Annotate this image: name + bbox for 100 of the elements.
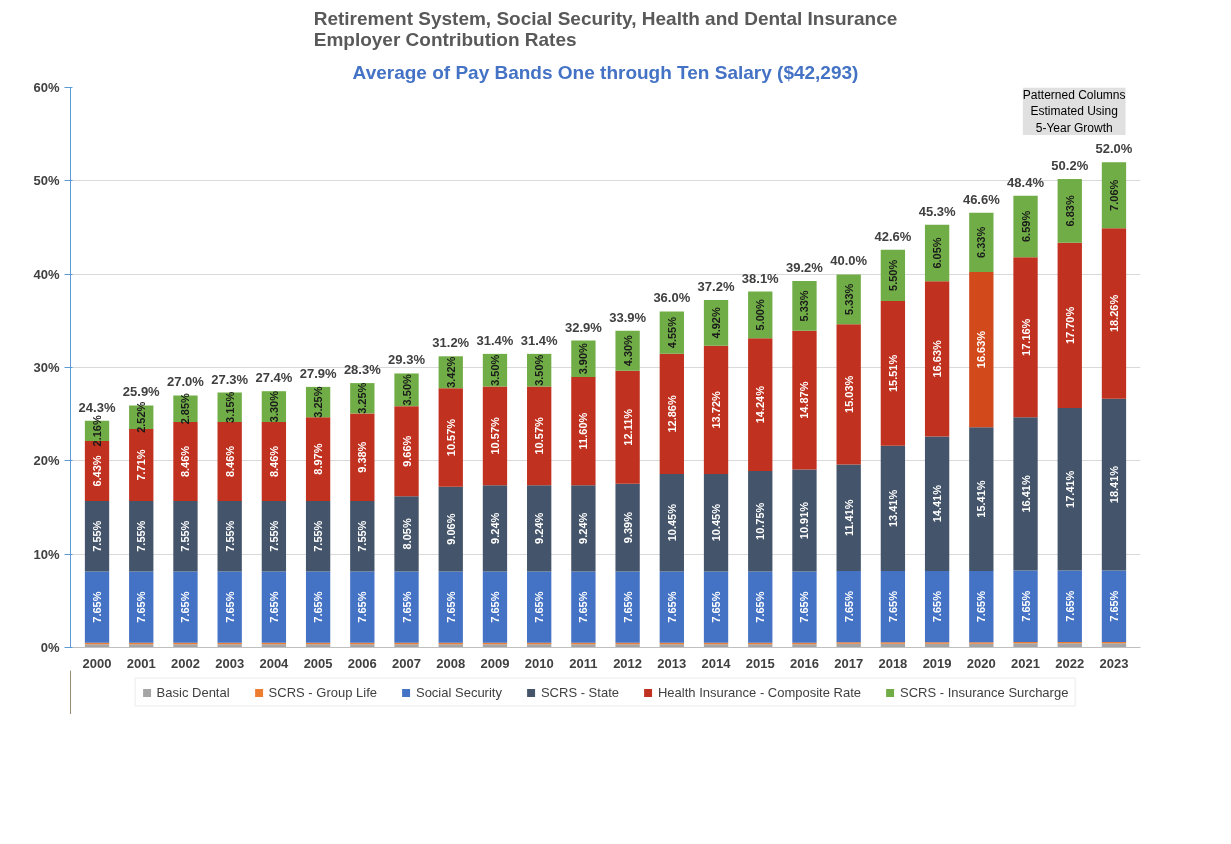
data-label: 7.65% — [798, 591, 811, 623]
y-tick-label: 60% — [33, 80, 60, 95]
x-tick-label: 2023 — [1099, 655, 1129, 671]
data-label: 7.55% — [135, 520, 148, 552]
data-label: 14.41% — [931, 484, 944, 523]
bar — [217, 571, 242, 643]
total-label: 52.0% — [1095, 141, 1133, 157]
data-label: 7.65% — [577, 591, 590, 623]
total-label: 33.9% — [609, 309, 647, 325]
bar — [615, 571, 640, 643]
data-label: 2.85% — [179, 392, 192, 425]
bar — [703, 345, 729, 474]
total-label: 27.0% — [167, 374, 205, 390]
bar — [792, 469, 817, 572]
data-label: 8.97% — [312, 443, 325, 475]
data-label: 17.16% — [1019, 318, 1032, 356]
total-label: 46.6% — [962, 191, 1001, 207]
x-tick-label: 2020 — [966, 655, 996, 671]
data-label: 13.41% — [886, 489, 899, 528]
bar — [924, 281, 950, 437]
data-label: 7.65% — [842, 590, 855, 623]
bar — [173, 571, 198, 643]
data-label: 7.55% — [356, 520, 369, 552]
total-label: 27.9% — [299, 365, 337, 381]
data-label: 3.25% — [312, 386, 325, 418]
x-tick-label: 2005 — [303, 655, 333, 671]
data-label: 9.38% — [356, 441, 369, 473]
x-tick-label: 2013 — [657, 655, 687, 671]
legend-label: Health Insurance - Composite Rate — [657, 684, 862, 700]
data-label: 10.45% — [710, 503, 723, 542]
bar — [571, 485, 596, 572]
total-label: 48.4% — [1007, 174, 1045, 190]
data-label: 3.15% — [223, 391, 236, 423]
data-label: 7.65% — [886, 590, 899, 623]
data-label: 7.65% — [621, 591, 634, 623]
data-label: 18.26% — [1107, 294, 1120, 333]
data-label: 7.55% — [179, 520, 192, 552]
data-label: 7.65% — [1019, 590, 1032, 622]
data-label: 4.55% — [665, 316, 678, 349]
data-label: 7.71% — [135, 449, 148, 481]
total-label: 45.3% — [918, 203, 956, 219]
data-label: 10.45% — [665, 503, 678, 542]
data-label: 7.65% — [444, 591, 457, 623]
x-tick-label: 2011 — [569, 655, 598, 671]
data-label: 7.06% — [1107, 179, 1120, 211]
legend-label: Basic Dental — [156, 684, 230, 700]
data-label: 18.41% — [1107, 465, 1120, 504]
data-label: 7.55% — [223, 520, 236, 552]
bar — [615, 370, 640, 484]
data-label: 15.03% — [842, 375, 855, 413]
legend-label: SCRS - Group Life — [268, 684, 377, 700]
bar — [173, 422, 198, 501]
bar — [659, 571, 684, 643]
data-label: 7.65% — [975, 590, 988, 623]
data-label: 17.70% — [1063, 306, 1076, 345]
legend-label: SCRS - State — [540, 684, 619, 700]
bar — [129, 571, 154, 643]
y-tick-label: 40% — [33, 266, 60, 282]
data-label: 11.41% — [842, 499, 855, 537]
bar — [703, 571, 729, 643]
x-tick-label: 2010 — [524, 655, 554, 671]
data-label: 11.60% — [577, 412, 590, 450]
x-tick-label: 2009 — [480, 655, 510, 671]
annotation: Patterned Columns Estimated Using 5-Year Growth — [1022, 87, 1126, 136]
data-label: 3.25% — [356, 382, 369, 414]
y-tick-label: 0% — [40, 640, 60, 655]
bar — [792, 571, 817, 643]
data-label: 6.43% — [91, 455, 104, 487]
data-label: 7.65% — [488, 591, 501, 623]
bar — [1101, 643, 1127, 648]
bar — [659, 353, 684, 474]
x-tick-label: 2004 — [259, 655, 290, 671]
bar — [394, 496, 419, 572]
bar — [527, 571, 552, 643]
bar — [748, 338, 773, 472]
chart-title: Retirement System, Social Security, Health and Dental Insurance Employer Contribution Rates — [313, 7, 898, 50]
data-label: 7.65% — [356, 591, 369, 623]
total-label: 28.3% — [343, 362, 382, 378]
data-label: 4.92% — [710, 307, 723, 339]
bar — [482, 571, 508, 643]
data-label: 9.24% — [533, 512, 546, 544]
data-label: 3.50% — [488, 354, 501, 386]
bar — [1101, 398, 1127, 571]
x-tick-label: 2022 — [1055, 655, 1085, 671]
bar — [173, 500, 198, 572]
data-label: 12.86% — [665, 395, 678, 433]
data-label: 8.46% — [223, 445, 236, 478]
total-label: 31.2% — [432, 335, 470, 351]
bar — [1057, 643, 1082, 648]
data-label: 8.46% — [179, 445, 192, 478]
data-label: 16.63% — [975, 330, 988, 369]
bar — [571, 571, 596, 643]
data-label: 7.65% — [312, 591, 325, 623]
data-label: 10.57% — [488, 416, 501, 455]
bar — [748, 571, 773, 643]
data-label: 10.57% — [533, 416, 546, 455]
data-label: 7.65% — [91, 591, 104, 623]
bar — [305, 417, 331, 501]
bar — [1013, 417, 1038, 571]
bar — [350, 413, 375, 501]
